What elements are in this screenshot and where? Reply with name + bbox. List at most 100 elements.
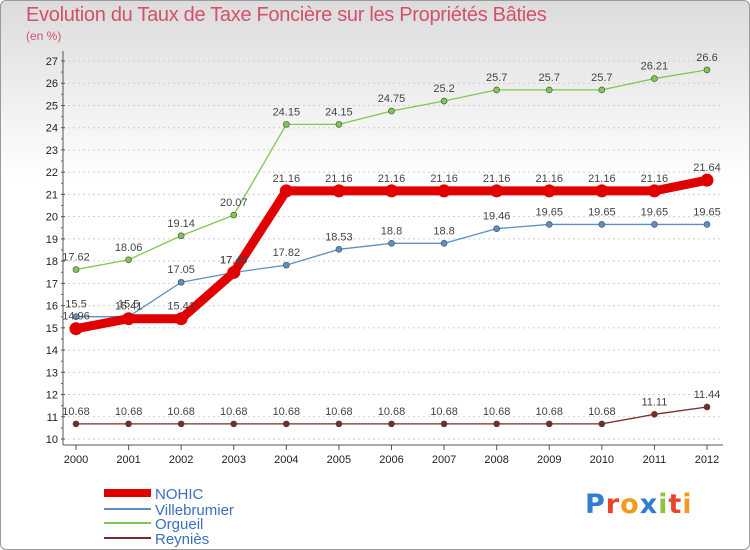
data-point [177, 232, 185, 240]
data-point [651, 411, 658, 418]
data-label: 10.68 [535, 406, 563, 418]
data-label: 21.16 [641, 173, 669, 185]
logo-letter: i [658, 489, 669, 520]
data-label: 15.41 [115, 301, 143, 313]
x-tick-label: 2008 [484, 454, 508, 466]
y-tick-label: 22 [46, 167, 58, 179]
data-point [598, 86, 606, 94]
data-label: 14.96 [62, 311, 90, 323]
data-label: 21.16 [325, 173, 353, 185]
data-point [440, 420, 448, 428]
data-point [651, 221, 658, 228]
legend-label-nohic: NOHIC [155, 486, 204, 503]
data-point [230, 420, 238, 428]
data-point [335, 121, 343, 128]
x-tick-label: 2010 [590, 454, 614, 466]
data-label: 18.53 [325, 231, 353, 243]
x-tick-label: 2009 [537, 454, 561, 466]
data-point [283, 121, 290, 128]
data-point [545, 420, 553, 428]
data-point [177, 278, 185, 286]
data-label: 18.06 [115, 242, 143, 254]
data-point [72, 266, 80, 273]
data-point [703, 221, 711, 228]
data-label: 21.16 [430, 173, 458, 185]
x-tick-label: 2007 [432, 454, 456, 466]
data-point [72, 313, 80, 321]
data-label: 10.68 [220, 406, 248, 418]
x-tick-label: 2005 [327, 454, 351, 466]
data-point [703, 66, 711, 74]
data-point [388, 240, 395, 247]
data-label: 10.68 [430, 406, 458, 418]
data-point [335, 246, 343, 253]
y-tick-label: 10 [46, 434, 58, 446]
data-label: 26.21 [641, 61, 669, 73]
x-tick-label: 2011 [643, 454, 667, 466]
data-label: 26.6 [696, 52, 717, 64]
y-tick-label: 11 [47, 412, 58, 424]
data-point [125, 420, 132, 428]
x-tick-label: 2003 [222, 454, 246, 466]
data-label: 18.8 [381, 225, 402, 237]
data-label: 24.75 [378, 93, 406, 105]
data-label: 17.49 [220, 254, 248, 266]
y-tick-label: 13 [46, 367, 58, 379]
data-point [332, 184, 346, 198]
data-label: 21.16 [535, 173, 563, 185]
y-tick-label: 27 [46, 56, 58, 68]
data-label: 10.68 [483, 406, 511, 418]
data-label: 21.16 [483, 173, 511, 185]
x-tick-label: 2001 [116, 454, 140, 466]
data-point [440, 240, 448, 247]
data-point [545, 86, 553, 94]
data-point [490, 184, 504, 198]
y-tick-label: 26 [46, 78, 58, 90]
data-label: 19.46 [483, 211, 511, 223]
data-label: 10.68 [588, 406, 616, 418]
y-tick-label: 20 [46, 212, 58, 224]
data-label: 21.16 [378, 173, 406, 185]
data-label: 25.7 [486, 72, 507, 84]
y-tick-label: 14 [46, 345, 58, 357]
data-point [542, 184, 556, 198]
data-point [545, 221, 553, 228]
data-label: 17.62 [62, 252, 90, 264]
data-point [385, 184, 398, 198]
y-tick-label: 19 [46, 234, 58, 246]
y-tick-label: 16 [46, 301, 58, 313]
data-label: 10.68 [62, 406, 90, 418]
x-tick-label: 2006 [379, 454, 403, 466]
data-point [335, 420, 343, 428]
data-label: 19.65 [641, 206, 669, 218]
data-point [279, 184, 293, 198]
data-point [493, 225, 500, 232]
y-tick-label: 15 [46, 323, 58, 335]
data-point [283, 420, 290, 428]
data-label: 19.65 [535, 206, 563, 218]
data-point [703, 403, 711, 411]
data-label: 10.68 [378, 406, 406, 418]
data-label: 15.5 [118, 299, 139, 311]
y-tick-label: 24 [46, 123, 58, 135]
data-point [122, 312, 136, 326]
x-tick-label: 2012 [695, 454, 719, 466]
data-point [598, 420, 606, 428]
data-label: 19.65 [693, 206, 721, 218]
data-label: 10.68 [115, 406, 143, 418]
data-label: 21.16 [588, 173, 616, 185]
proxiti-logo: Proxiti [585, 489, 693, 520]
legend-label-villebrumier: Villebrumier [155, 502, 234, 519]
data-point [230, 211, 238, 219]
data-label: 17.49 [220, 254, 248, 266]
chart-subtitle: (en %) [26, 29, 62, 43]
data-label: 10.68 [325, 406, 353, 418]
data-point [647, 184, 661, 198]
logo-letter: r [605, 489, 621, 520]
data-label: 20.07 [220, 197, 248, 209]
logo-letter: x [639, 489, 659, 520]
y-tick-label: 18 [46, 256, 58, 268]
logo-letter: i [682, 489, 693, 520]
data-label: 17.82 [273, 247, 301, 259]
